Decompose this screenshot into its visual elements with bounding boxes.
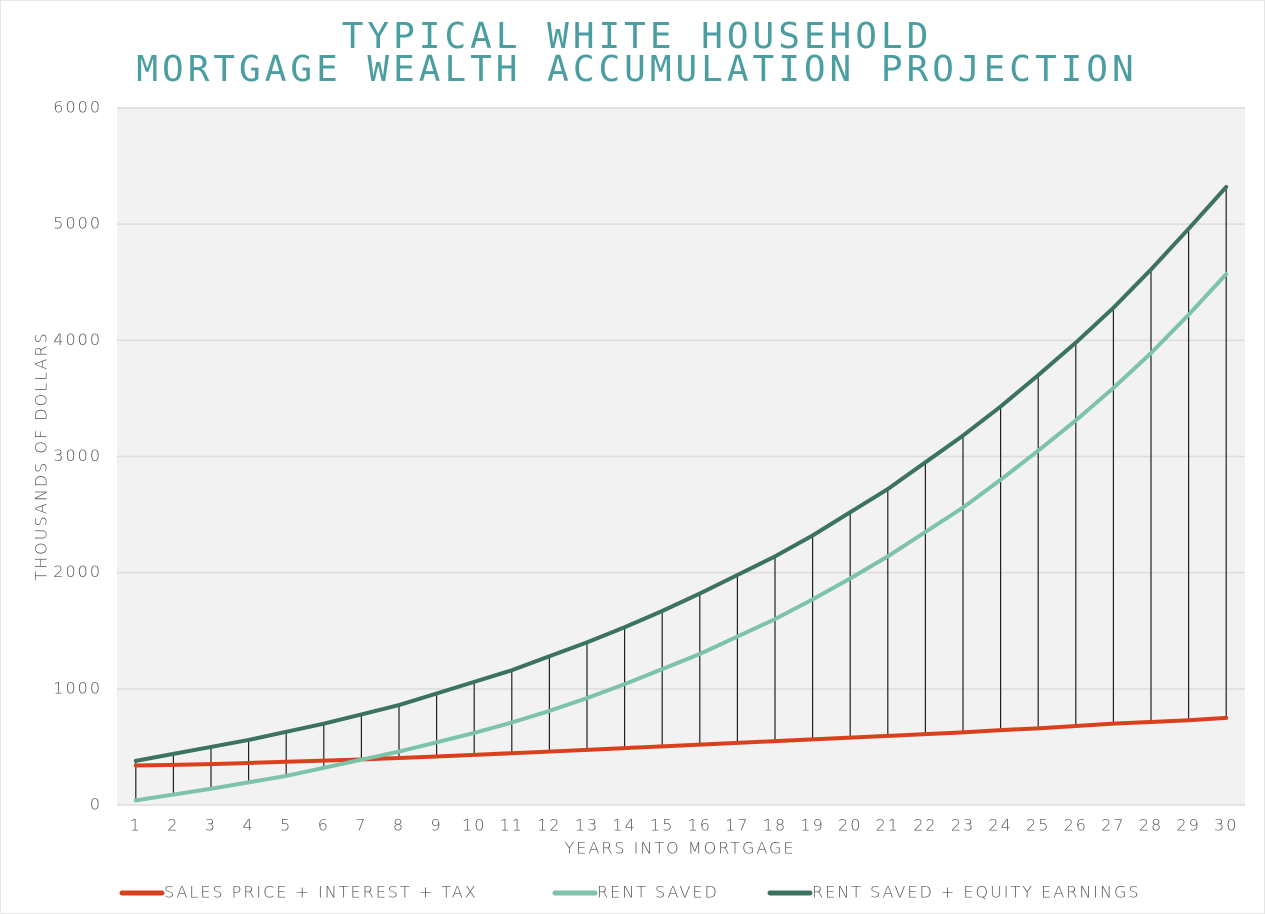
x-tick-label: 23 xyxy=(951,816,975,835)
legend-label: RENT SAVED xyxy=(597,883,719,902)
x-tick-label: 15 xyxy=(650,816,674,835)
x-axis-label: YEARS INTO MORTGAGE xyxy=(564,839,795,858)
x-tick-label: 30 xyxy=(1214,816,1238,835)
x-tick-label: 20 xyxy=(838,816,862,835)
x-tick-label: 12 xyxy=(537,816,561,835)
x-tick-label: 14 xyxy=(612,816,636,835)
x-tick-label: 29 xyxy=(1176,816,1200,835)
x-tick-label: 13 xyxy=(575,816,599,835)
x-tick-label: 1 xyxy=(130,816,142,835)
x-tick-label: 2 xyxy=(167,816,179,835)
x-tick-label: 17 xyxy=(725,816,749,835)
x-tick-label: 27 xyxy=(1101,816,1125,835)
x-tick-label: 7 xyxy=(355,816,367,835)
x-tick-label: 25 xyxy=(1026,816,1050,835)
chart-title: MORTGAGE WEALTH ACCUMULATION PROJECTION xyxy=(136,49,1137,90)
x-tick-label: 5 xyxy=(280,816,292,835)
legend-label: SALES PRICE + INTEREST + TAX xyxy=(164,883,478,902)
y-axis-label: THOUSANDS OF DOLLARS xyxy=(32,331,51,580)
x-tick-label: 21 xyxy=(876,816,900,835)
y-tick-label: 6000 xyxy=(53,98,102,117)
series-line xyxy=(133,272,1229,803)
x-tick-label: 8 xyxy=(393,816,405,835)
x-tick-label: 19 xyxy=(800,816,824,835)
y-tick-label: 4000 xyxy=(53,330,102,349)
y-tick-label: 3000 xyxy=(53,446,102,465)
x-tick-label: 3 xyxy=(205,816,217,835)
x-tick-label: 28 xyxy=(1139,816,1163,835)
x-tick-label: 16 xyxy=(688,816,712,835)
x-tick-label: 4 xyxy=(243,816,255,835)
x-tick-label: 10 xyxy=(462,816,486,835)
y-tick-label: 2000 xyxy=(53,562,102,581)
legend-label: RENT SAVED + EQUITY EARNINGS xyxy=(812,883,1141,902)
x-tick-label: 9 xyxy=(431,816,443,835)
x-tick-label: 18 xyxy=(763,816,787,835)
y-tick-label: 0 xyxy=(90,795,102,814)
x-tick-label: 11 xyxy=(500,816,524,835)
x-tick-label: 6 xyxy=(318,816,330,835)
y-tick-label: 5000 xyxy=(53,214,102,233)
x-tick-label: 22 xyxy=(913,816,937,835)
x-tick-label: 26 xyxy=(1064,816,1088,835)
chart-title: TYPICAL WHITE HOUSEHOLD xyxy=(342,16,933,57)
series-line xyxy=(133,715,1229,768)
series-line xyxy=(133,184,1229,763)
x-tick-label: 24 xyxy=(988,816,1012,835)
y-tick-label: 1000 xyxy=(53,678,102,697)
